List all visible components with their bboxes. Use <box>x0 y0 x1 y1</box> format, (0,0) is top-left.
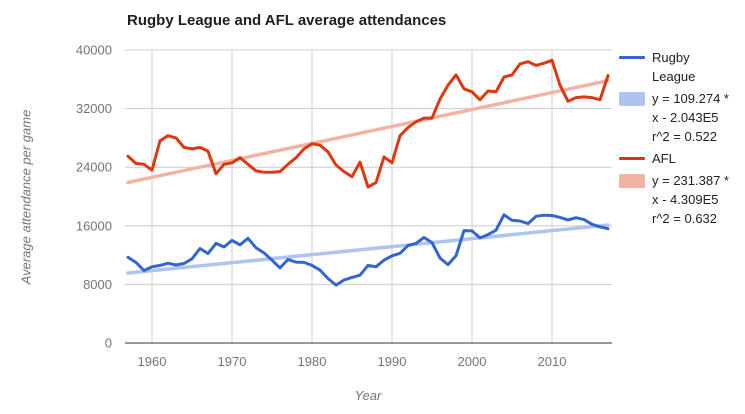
afl-line-swatch <box>619 157 645 160</box>
y-axis-title: Average attendance per game <box>18 109 34 285</box>
x-tick-label-2000: 2000 <box>458 354 487 369</box>
y-tick-label-0: 0 <box>105 336 112 351</box>
x-tick-label-1970: 1970 <box>218 354 247 369</box>
chart-title: Rugby League and AFL average attendances <box>127 12 447 29</box>
series-line-afl <box>126 58 610 189</box>
legend-item-afl: AFL <box>619 149 743 168</box>
x-axis-title: Year <box>354 388 382 403</box>
trendline-rugby-league <box>126 223 610 275</box>
rugby-trend-eq-line3: r^2 = 0.522 <box>652 129 718 144</box>
afl-trendline-equation: y = 231.387 * x - 4.309E5 r^2 = 0.632 <box>652 171 743 228</box>
trendline-afl <box>126 78 610 185</box>
legend-label-rugby-league: Rugby League <box>652 50 696 84</box>
series-line-rugby-league <box>126 213 610 287</box>
y-tick-label-40000: 40000 <box>76 43 112 58</box>
x-tick-label-1990: 1990 <box>378 354 407 369</box>
rugby-trend-eq-line1: y = 109.274 * <box>652 91 729 106</box>
legend-label-afl: AFL <box>652 151 676 166</box>
rugby-league-line-swatch <box>619 56 645 59</box>
y-tick-label-16000: 16000 <box>76 218 112 233</box>
rugby-trend-eq-line2: x - 2.043E5 <box>652 110 719 125</box>
y-tick-label-24000: 24000 <box>76 160 112 175</box>
afl-trend-eq-line1: y = 231.387 * <box>652 173 729 188</box>
x-tick-label-2010: 2010 <box>538 354 567 369</box>
legend: Rugby League y = 109.274 * x - 2.043E5 r… <box>619 48 743 231</box>
legend-item-rugby-trendline: y = 109.274 * x - 2.043E5 r^2 = 0.522 <box>619 89 743 146</box>
afl-trendline-swatch <box>619 174 645 188</box>
legend-item-afl-trendline: y = 231.387 * x - 4.309E5 r^2 = 0.632 <box>619 171 743 228</box>
x-tick-label-1960: 1960 <box>138 354 167 369</box>
legend-item-rugby-league: Rugby League <box>619 48 743 86</box>
rugby-trendline-swatch <box>619 92 645 106</box>
y-tick-label-8000: 8000 <box>83 277 112 292</box>
y-tick-label-32000: 32000 <box>76 101 112 116</box>
rugby-trendline-equation: y = 109.274 * x - 2.043E5 r^2 = 0.522 <box>652 89 743 146</box>
afl-trend-eq-line3: r^2 = 0.632 <box>652 211 718 226</box>
afl-trend-eq-line2: x - 4.309E5 <box>652 192 719 207</box>
x-tick-label-1980: 1980 <box>298 354 327 369</box>
